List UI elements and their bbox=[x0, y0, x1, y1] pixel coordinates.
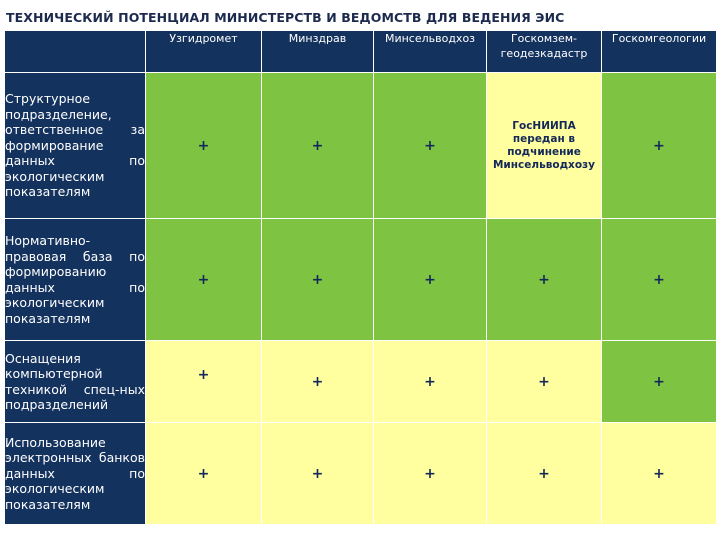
column-header-minzdrav: Минздрав bbox=[261, 30, 374, 73]
potential-table: Узгидромет Минздрав Минсельводхоз Госком… bbox=[4, 30, 717, 525]
table-cell: + bbox=[486, 340, 602, 423]
table-cell: + bbox=[601, 340, 717, 423]
table-cell: + bbox=[145, 218, 262, 341]
table-cell: + bbox=[261, 422, 374, 525]
column-header-goskomzem: Госкомзем-геодезкадастр bbox=[486, 30, 602, 73]
table-cell: + bbox=[601, 218, 717, 341]
table-row: Структурное подразделение, ответственное… bbox=[4, 72, 717, 219]
table-row: Использование электронных банков данных … bbox=[4, 422, 717, 525]
table-row: Оснащения компьютерной техникой спец-ных… bbox=[4, 340, 717, 423]
table-cell: + bbox=[373, 72, 487, 219]
table-cell: + bbox=[373, 340, 487, 423]
table-cell: + bbox=[145, 340, 262, 423]
table-header-row: Узгидромет Минздрав Минсельводхоз Госком… bbox=[4, 30, 717, 73]
table-cell: + bbox=[145, 422, 262, 525]
row-header-computer-equipment: Оснащения компьютерной техникой спец-ных… bbox=[4, 340, 146, 423]
table-cell: + bbox=[486, 218, 602, 341]
table-cell: + bbox=[601, 72, 717, 219]
column-header-minselvodkhoz: Минсельводхоз bbox=[373, 30, 487, 73]
table-cell: + bbox=[373, 422, 487, 525]
slide-title: ТЕХНИЧЕСКИЙ ПОТЕНЦИАЛ МИНИСТЕРСТВ И ВЕДО… bbox=[6, 10, 565, 25]
table-cell: + bbox=[261, 218, 374, 341]
row-header-legal-base: Нормативно-правовая база по формированию… bbox=[4, 218, 146, 341]
row-header-electronic-databanks: Использование электронных банков данных … bbox=[4, 422, 146, 525]
table-cell: + bbox=[145, 72, 262, 219]
table-cell: + bbox=[486, 422, 602, 525]
table-cell: + bbox=[373, 218, 487, 341]
table-row: Нормативно-правовая база по формированию… bbox=[4, 218, 717, 341]
table-cell: + bbox=[261, 72, 374, 219]
table-corner bbox=[4, 30, 146, 73]
column-header-goskomgeologii: Госкомгеологии bbox=[601, 30, 717, 73]
table-cell: + bbox=[261, 340, 374, 423]
row-header-structural-unit: Структурное подразделение, ответственное… bbox=[4, 72, 146, 219]
table-cell-note: ГосНИИПА передан в подчинение Минсельвод… bbox=[486, 72, 602, 219]
table-cell: + bbox=[601, 422, 717, 525]
column-header-uzgidromet: Узгидромет bbox=[145, 30, 262, 73]
